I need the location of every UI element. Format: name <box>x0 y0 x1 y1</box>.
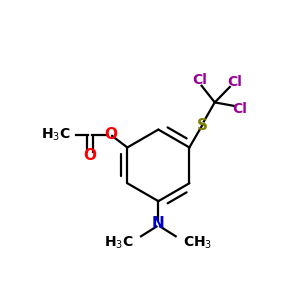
Text: S: S <box>196 118 208 133</box>
Text: Cl: Cl <box>227 75 242 89</box>
Text: Cl: Cl <box>232 102 247 116</box>
Text: H$_3$C: H$_3$C <box>41 127 71 143</box>
Text: H$_3$C: H$_3$C <box>104 235 134 251</box>
Text: Cl: Cl <box>192 73 207 87</box>
Text: O: O <box>104 127 117 142</box>
Text: O: O <box>83 148 96 163</box>
Text: N: N <box>152 216 165 231</box>
Text: CH$_3$: CH$_3$ <box>183 235 212 251</box>
